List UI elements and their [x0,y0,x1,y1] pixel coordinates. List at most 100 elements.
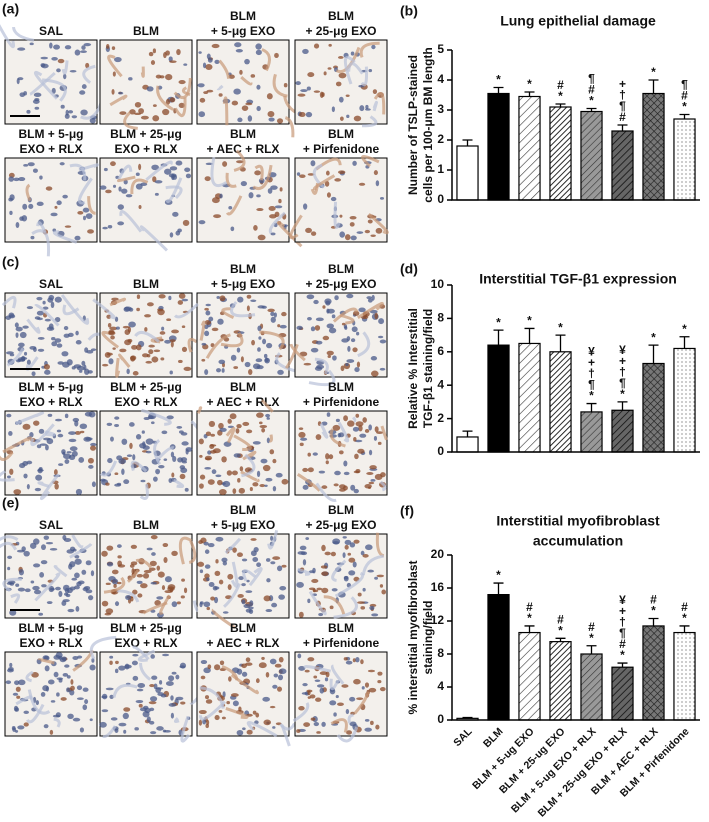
cell [227,573,234,580]
cell [315,340,323,345]
cell [331,588,338,592]
tissue [297,567,311,576]
cell [116,455,123,461]
cell [128,321,136,328]
cell [259,421,263,425]
significance-mark: † [619,615,626,629]
cell [117,221,125,226]
cell [40,692,46,697]
cell [57,433,64,438]
cell [136,294,141,299]
cell [255,712,260,718]
cell [132,653,139,657]
cell [146,716,151,723]
cell [316,684,325,688]
cell [204,319,212,325]
cell [255,49,262,56]
cell [172,211,179,217]
cell [372,89,378,95]
cell [67,587,73,594]
cell [342,536,347,539]
cell [320,565,328,569]
tissue [10,593,21,604]
cell [37,348,45,352]
bar [580,411,603,453]
cell [352,160,357,166]
tissue [153,438,161,466]
tissue [268,434,273,443]
cell [102,363,109,367]
cell [210,433,216,437]
cell [15,686,21,692]
cell [325,300,331,306]
cell [310,231,317,236]
cell [69,446,78,452]
tissue [69,163,87,181]
cell [60,104,65,109]
cell [257,305,265,309]
cell [228,206,233,210]
cell [240,356,244,363]
cell [44,665,50,672]
cell [155,74,162,79]
y-axis-label: % interstitial myofibroblast [406,560,420,714]
cell [376,574,385,578]
cell [37,337,45,340]
y-axis-label: TGF-β1 staining/field [421,309,435,428]
panel-label: (a) [2,1,19,17]
cell [353,470,360,474]
cell [87,229,94,234]
cell [365,104,369,110]
tissue [330,664,345,685]
cell [118,665,126,671]
cell [169,232,174,238]
cell [346,114,350,119]
cell [9,210,13,215]
cell [15,332,19,338]
cell [117,555,122,559]
error-bar [617,124,628,131]
cell [158,305,164,310]
cell [129,422,135,427]
image-caption: BLM [328,380,354,394]
tissue [0,470,15,482]
image-caption: + 5-μg EXO [211,24,275,38]
image-caption: BLM [328,621,354,635]
cell [108,329,115,335]
cell [68,431,77,435]
cell [238,576,244,581]
tissue [173,717,180,724]
tissue [224,537,242,554]
cell [234,42,242,48]
cell [46,438,54,445]
tissue [359,41,380,58]
tissue [233,149,246,172]
cell [326,308,330,314]
cell [179,662,187,669]
cell [148,51,154,57]
cell [126,368,130,375]
cell [236,160,244,164]
cell [307,317,312,321]
cell [206,577,210,582]
cell [51,341,58,347]
cell [249,600,254,607]
cell [213,214,222,219]
cell [233,453,241,458]
cell [5,680,12,685]
cell [24,588,31,593]
cell [40,544,46,551]
cell [314,325,321,331]
cell [269,658,277,665]
cell [18,176,26,182]
tissue [2,577,22,592]
cell [58,678,63,683]
y-tick-label: 3 [437,102,444,116]
cell [278,668,287,675]
cell [258,662,267,669]
tissue [39,473,60,501]
cell [263,353,268,359]
tissue [218,59,231,79]
cell [42,685,49,692]
cell [341,684,349,688]
